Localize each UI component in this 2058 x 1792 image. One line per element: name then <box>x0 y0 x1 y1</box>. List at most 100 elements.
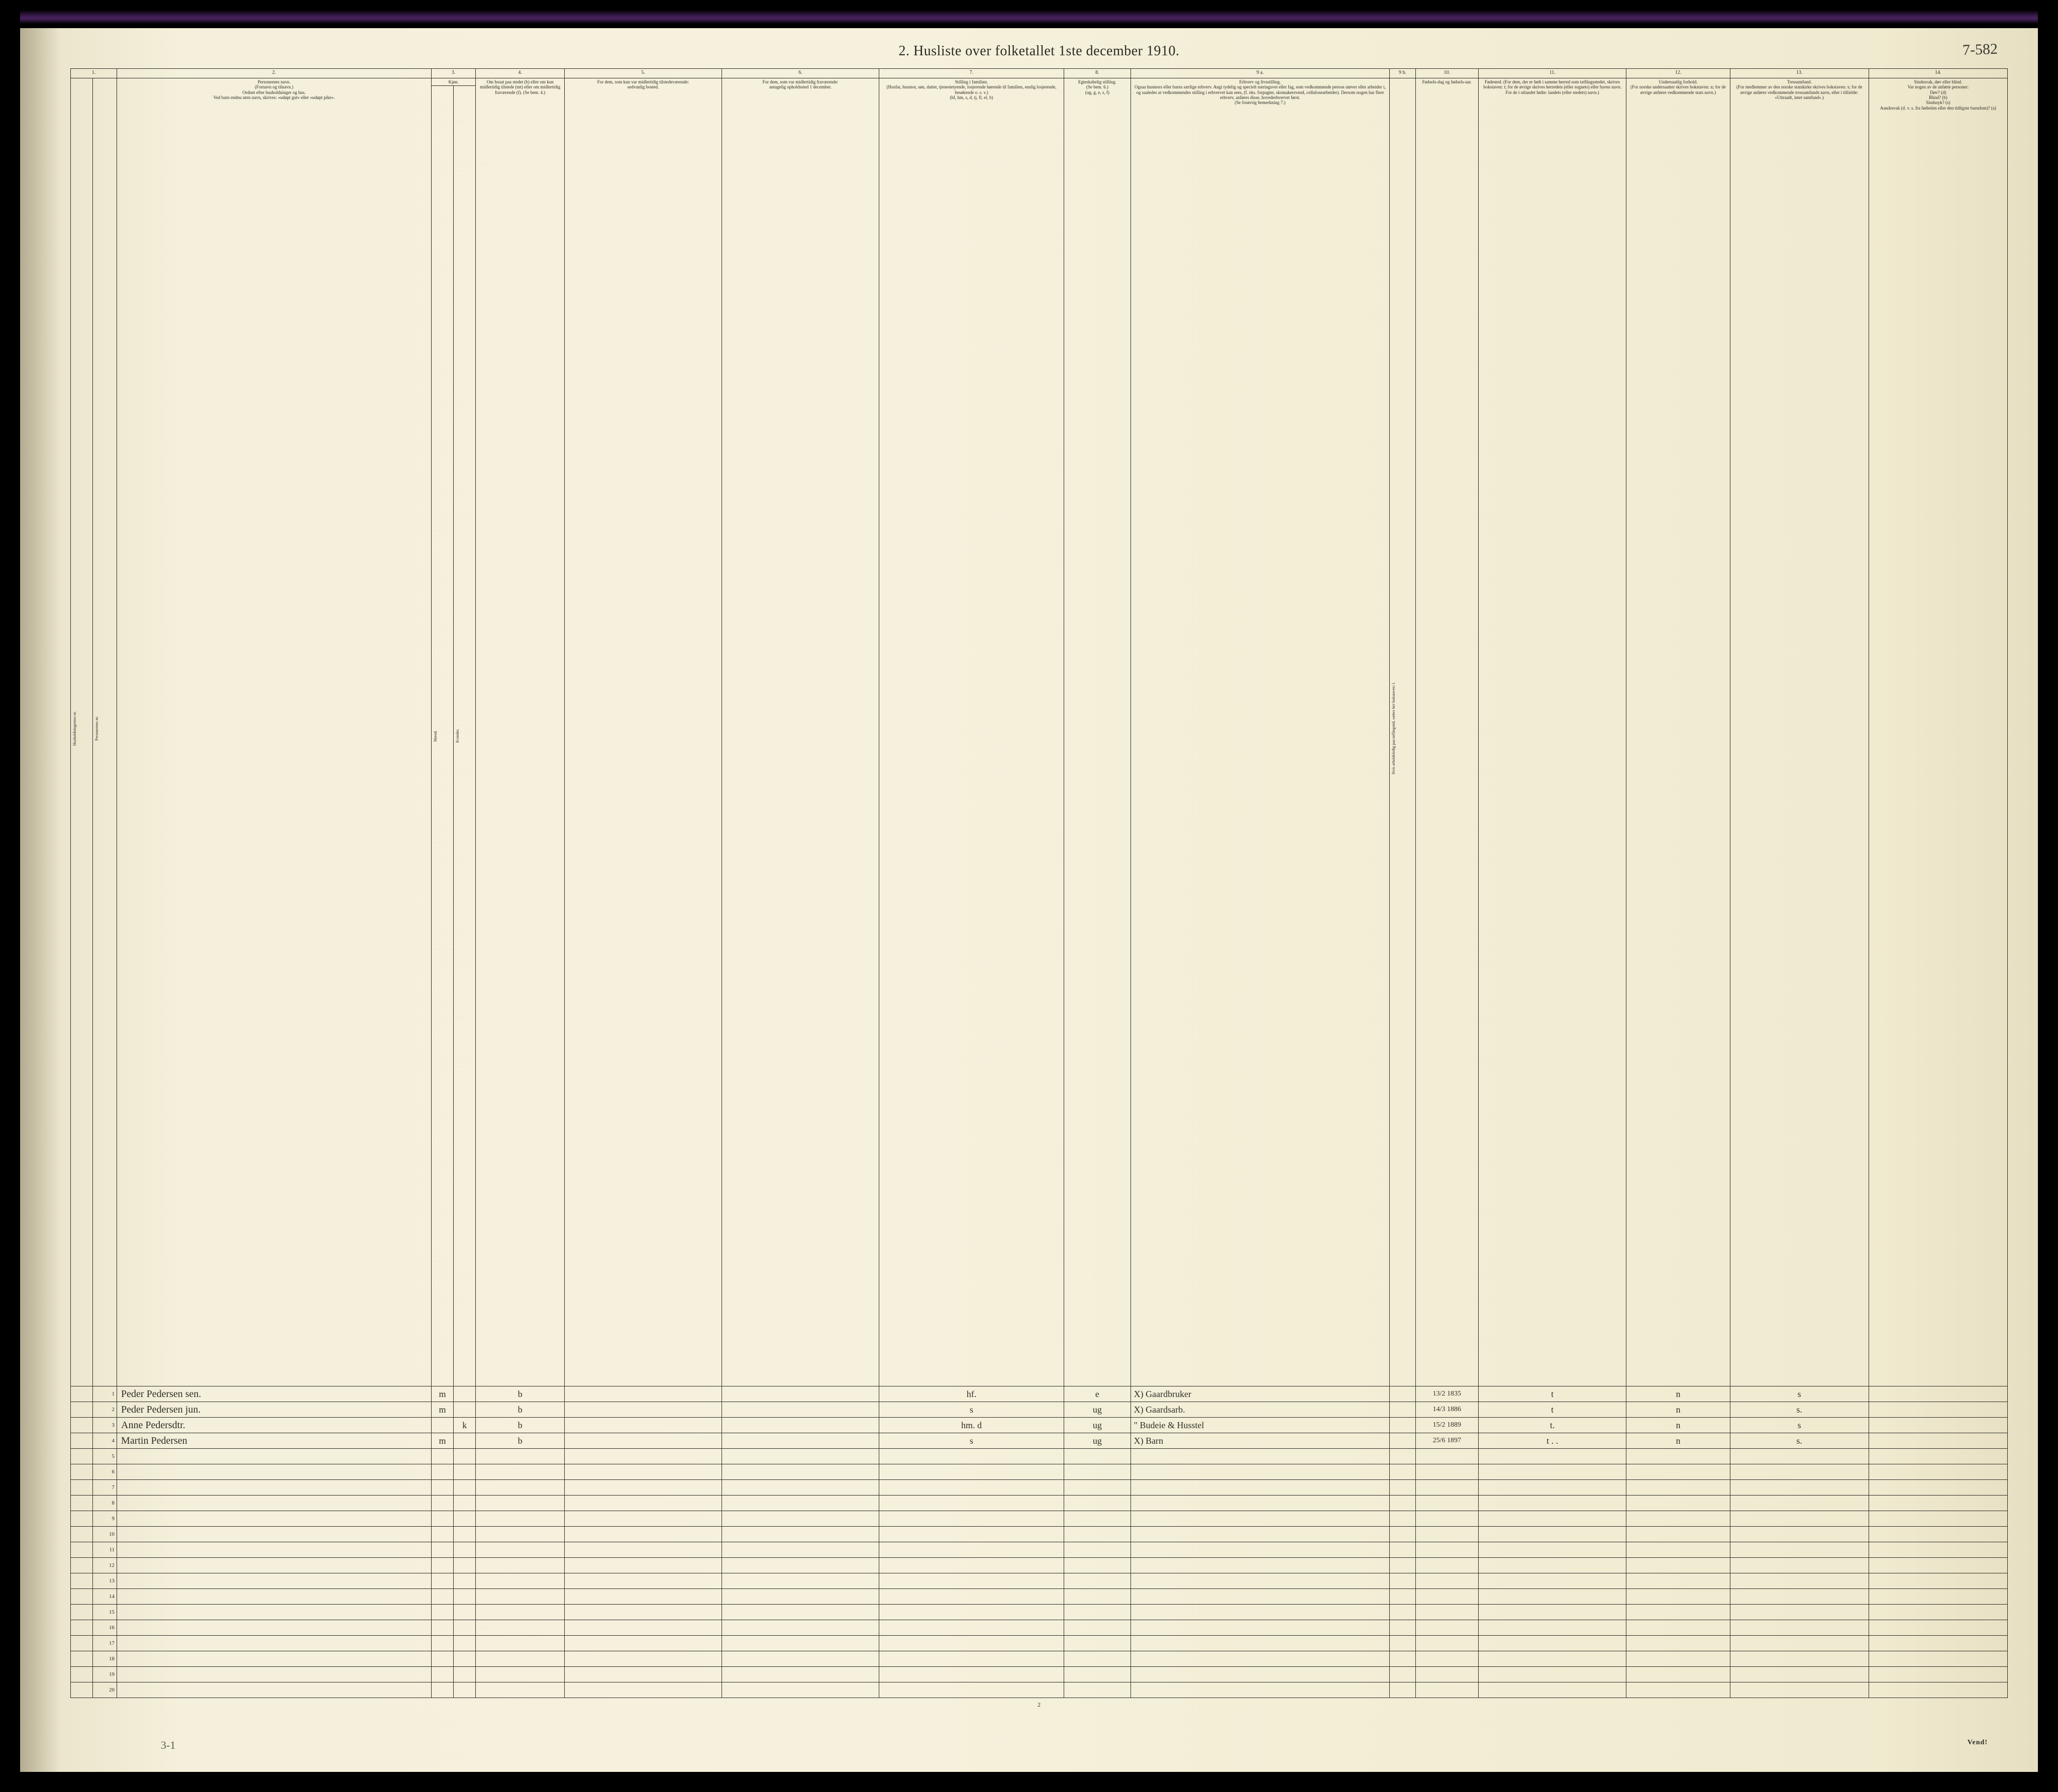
cell-religion <box>1730 1605 1869 1620</box>
hdr-hhnum: Husholdningernes nr. <box>71 78 93 1386</box>
cell-person-num: 1 <box>93 1386 117 1402</box>
cell-col9b <box>1390 1620 1416 1636</box>
cell-col9b <box>1390 1418 1416 1433</box>
cell-col5 <box>565 1433 722 1449</box>
cell-col5 <box>565 1605 722 1620</box>
cell-col6 <box>722 1433 879 1449</box>
cell-nationality <box>1626 1511 1730 1527</box>
hdr-sex: Kjøn. <box>431 78 475 86</box>
hdr-col9a: Erhverv og livsstilling. Ogsaa husmors e… <box>1130 78 1389 1386</box>
hdr-col7: Stilling i familien. (Husfar, husmor, sø… <box>879 78 1064 1386</box>
cell-person-num: 2 <box>93 1402 117 1418</box>
cell-birthplace <box>1478 1589 1626 1605</box>
cell-sex-k <box>454 1558 476 1573</box>
table-row: 2Peder Pedersen jun.mbsugX) Gaardsarb.14… <box>71 1402 2008 1418</box>
cell-col6 <box>722 1464 879 1480</box>
cell-birthplace <box>1478 1558 1626 1573</box>
cell-col5 <box>565 1449 722 1464</box>
cell-person-num: 10 <box>93 1527 117 1542</box>
cell-sex-m <box>431 1620 453 1636</box>
cell-birthdate <box>1415 1636 1478 1651</box>
cell-nationality: n <box>1626 1402 1730 1418</box>
cell-nationality: n <box>1626 1386 1730 1402</box>
cell-sex-k <box>454 1589 476 1605</box>
cell-col6 <box>722 1558 879 1573</box>
cell-col6 <box>722 1573 879 1589</box>
cell-person-num: 14 <box>93 1589 117 1605</box>
cell-col5 <box>565 1589 722 1605</box>
cell-person-num: 9 <box>93 1511 117 1527</box>
cell-hhnum <box>71 1386 93 1402</box>
cell-col9b <box>1390 1402 1416 1418</box>
cell-hhnum <box>71 1620 93 1636</box>
cell-bosat <box>476 1589 565 1605</box>
cell-marital <box>1064 1589 1131 1605</box>
cell-birthdate <box>1415 1589 1478 1605</box>
cell-col9b <box>1390 1480 1416 1496</box>
cell-marital <box>1064 1558 1131 1573</box>
cell-col9b <box>1390 1605 1416 1620</box>
cell-family-position: hf. <box>879 1386 1064 1402</box>
cell-religion <box>1730 1464 1869 1480</box>
cell-religion <box>1730 1480 1869 1496</box>
cell-col6 <box>722 1386 879 1402</box>
colnum-14: 14. <box>1869 69 2007 78</box>
table-row: 15 <box>71 1605 2008 1620</box>
cell-sex-m <box>431 1558 453 1573</box>
cell-name: Martin Pedersen <box>117 1433 432 1449</box>
cell-col14 <box>1869 1573 2007 1589</box>
cell-religion: s <box>1730 1418 1869 1433</box>
cell-col14 <box>1869 1464 2007 1480</box>
cell-marital: ug <box>1064 1402 1131 1418</box>
cell-col5 <box>565 1573 722 1589</box>
footer-left-note: 3-1 <box>161 1739 175 1752</box>
cell-name <box>117 1511 432 1527</box>
cell-occupation <box>1130 1542 1389 1558</box>
cell-birthplace <box>1478 1511 1626 1527</box>
cell-name: Peder Pedersen sen. <box>117 1386 432 1402</box>
cell-name <box>117 1667 432 1682</box>
cell-sex-k <box>454 1667 476 1682</box>
cell-birthplace <box>1478 1496 1626 1511</box>
cell-family-position: hm. d <box>879 1418 1064 1433</box>
cell-sex-m <box>431 1542 453 1558</box>
cell-bosat <box>476 1511 565 1527</box>
cell-birthplace <box>1478 1573 1626 1589</box>
cell-sex-k <box>454 1682 476 1698</box>
hdr-pnum: Personernes nr. <box>93 78 117 1386</box>
cell-family-position: s <box>879 1433 1064 1449</box>
cell-bosat: b <box>476 1402 565 1418</box>
cell-name <box>117 1620 432 1636</box>
cell-name <box>117 1573 432 1589</box>
hdr-col11: Fødested. (For dem, der er født i samme … <box>1478 78 1626 1386</box>
cell-bosat <box>476 1667 565 1682</box>
cell-name <box>117 1558 432 1573</box>
cell-birthplace <box>1478 1620 1626 1636</box>
cell-col5 <box>565 1480 722 1496</box>
cell-marital <box>1064 1449 1131 1464</box>
cell-nationality <box>1626 1605 1730 1620</box>
cell-hhnum <box>71 1636 93 1651</box>
hdr-col12: Undersaatlig forhold. (For norske unders… <box>1626 78 1730 1386</box>
cell-col14 <box>1869 1418 2007 1433</box>
cell-person-num: 12 <box>93 1558 117 1573</box>
hdr-col13: Tressamfund. (For medlemmer av den norsk… <box>1730 78 1869 1386</box>
cell-col6 <box>722 1542 879 1558</box>
cell-birthdate <box>1415 1496 1478 1511</box>
cell-sex-k <box>454 1651 476 1667</box>
cell-col14 <box>1869 1433 2007 1449</box>
document-page: 2. Husliste over folketallet 1ste decemb… <box>20 28 2038 1772</box>
cell-bosat <box>476 1636 565 1651</box>
cell-birthdate <box>1415 1527 1478 1542</box>
page-title: 2. Husliste over folketallet 1ste decemb… <box>899 43 1180 59</box>
cell-marital: ug <box>1064 1418 1131 1433</box>
cell-name <box>117 1636 432 1651</box>
cell-marital <box>1064 1527 1131 1542</box>
footer-turn-over: Vend! <box>1968 1739 1988 1752</box>
cell-religion <box>1730 1636 1869 1651</box>
cell-col9b <box>1390 1682 1416 1698</box>
cell-col6 <box>722 1511 879 1527</box>
colnum-6: 6. <box>722 69 879 78</box>
cell-col9b <box>1390 1527 1416 1542</box>
cell-religion <box>1730 1496 1869 1511</box>
